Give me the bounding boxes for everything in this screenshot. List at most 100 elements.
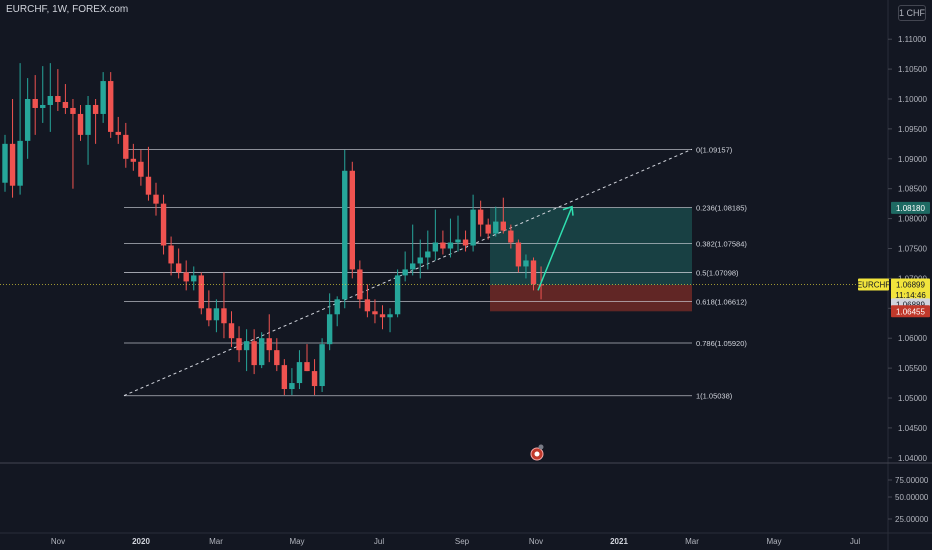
time-axis: Nov 2020 Mar May Jul Sep Nov 2021 Mar May Jul bbox=[51, 537, 860, 546]
price-tick-label: 1.11000 bbox=[898, 35, 927, 44]
candle bbox=[470, 194, 476, 252]
candle-body bbox=[500, 221, 506, 231]
candle bbox=[334, 296, 340, 327]
price-badge-label: 1.06889 bbox=[896, 300, 925, 309]
candle bbox=[130, 143, 137, 171]
candle-body bbox=[425, 251, 431, 258]
candle bbox=[17, 63, 23, 195]
candle-body bbox=[455, 239, 461, 243]
price-badges: 1.08180 EURCHF 1.06899 11:14:461.068891.064… bbox=[857, 201, 930, 318]
candle-body bbox=[394, 275, 401, 315]
fib-level-label: 0.618(1.06612) bbox=[696, 298, 747, 307]
candle bbox=[394, 269, 401, 318]
price-badge-label: 1.06455 bbox=[896, 307, 925, 316]
symbol-title: EURCHF, 1W, FOREX.com bbox=[6, 4, 129, 15]
candle-body bbox=[92, 104, 99, 114]
candle bbox=[160, 194, 167, 255]
fibonacci-retracement[interactable]: 0(1.09157) 0.236(1.08185) 0.382(1.07584) 0.… bbox=[124, 145, 747, 401]
price-tick-label: 1.05000 bbox=[898, 394, 927, 403]
fib-level-label: 1(1.05038) bbox=[696, 392, 733, 401]
candle-body bbox=[432, 242, 439, 252]
position-stop-zone bbox=[490, 284, 692, 312]
long-position-tool[interactable] bbox=[490, 207, 692, 312]
price-tick-label: 1.08000 bbox=[898, 215, 927, 224]
candle bbox=[236, 326, 242, 363]
candle-body bbox=[274, 350, 280, 366]
event-marker[interactable] bbox=[530, 444, 544, 461]
candle-body bbox=[357, 269, 363, 300]
candle bbox=[2, 134, 8, 192]
candle-body bbox=[281, 365, 288, 390]
arrow-shaft bbox=[537, 206, 573, 291]
projection-arrow[interactable] bbox=[537, 205, 574, 291]
candle-body bbox=[289, 383, 295, 390]
candle bbox=[410, 224, 416, 276]
candle bbox=[319, 338, 325, 393]
candle bbox=[47, 63, 53, 132]
candle-body bbox=[485, 224, 491, 234]
candle-body bbox=[311, 371, 318, 387]
candle bbox=[123, 122, 129, 168]
trendline[interactable] bbox=[123, 148, 693, 397]
candle bbox=[515, 239, 522, 273]
candle bbox=[40, 66, 46, 123]
candle-body bbox=[342, 170, 348, 300]
candle-body bbox=[198, 275, 204, 309]
candle-body bbox=[493, 221, 499, 234]
candle-body bbox=[160, 203, 167, 246]
price-tick-label: 1.07500 bbox=[898, 245, 927, 254]
time-tick-label: May bbox=[289, 537, 304, 546]
candle-body bbox=[326, 314, 333, 345]
candle-body bbox=[372, 311, 378, 315]
candle-body bbox=[100, 81, 106, 114]
currency-dropdown[interactable]: 1 CHF bbox=[898, 5, 926, 21]
candle-body bbox=[130, 158, 137, 162]
time-tick-label: 2020 bbox=[132, 537, 150, 546]
candle-body bbox=[477, 209, 484, 225]
candle-body bbox=[447, 242, 454, 249]
candle bbox=[417, 239, 423, 279]
price-tick-label: 1.09000 bbox=[898, 155, 927, 164]
candle bbox=[213, 299, 220, 333]
candle-body bbox=[175, 263, 182, 273]
candle bbox=[447, 218, 454, 258]
candle bbox=[455, 215, 461, 252]
time-tick-label: Jul bbox=[850, 537, 860, 546]
candle bbox=[387, 308, 393, 333]
trendline-dashed bbox=[123, 148, 693, 397]
price-badge-bg bbox=[858, 278, 889, 291]
candle-body bbox=[515, 242, 522, 267]
price-tick-label: 1.08500 bbox=[898, 185, 927, 194]
candle-body bbox=[221, 308, 227, 324]
candle-body bbox=[123, 134, 129, 159]
candle-body bbox=[538, 284, 544, 286]
indicator-tick-label: 75.00000 bbox=[895, 476, 929, 485]
candle-body bbox=[206, 308, 212, 321]
candle-body bbox=[530, 260, 537, 285]
candle bbox=[311, 359, 318, 396]
candle-body bbox=[70, 107, 76, 114]
candle bbox=[500, 197, 506, 234]
price-tick-label: 1.06000 bbox=[898, 334, 927, 343]
candle bbox=[296, 350, 303, 390]
candle-body bbox=[40, 104, 46, 108]
candle-body bbox=[266, 338, 272, 351]
price-badge: 11:14:46 bbox=[891, 289, 930, 302]
candle-body bbox=[153, 194, 159, 204]
fib-level-label: 0(1.09157) bbox=[696, 145, 733, 154]
candle-body bbox=[440, 242, 446, 249]
fib-level-label: 0.5(1.07098) bbox=[696, 269, 739, 278]
candle-body bbox=[470, 209, 476, 246]
candle-body bbox=[508, 230, 514, 243]
candle bbox=[259, 332, 265, 369]
candle bbox=[191, 266, 197, 291]
candle bbox=[115, 116, 121, 144]
price-badge-bg bbox=[891, 289, 930, 302]
candle bbox=[402, 251, 408, 282]
candle bbox=[221, 272, 227, 339]
candle-body bbox=[228, 323, 235, 339]
candle-body bbox=[296, 362, 303, 384]
candle bbox=[357, 260, 363, 309]
arrow-head bbox=[562, 205, 574, 216]
